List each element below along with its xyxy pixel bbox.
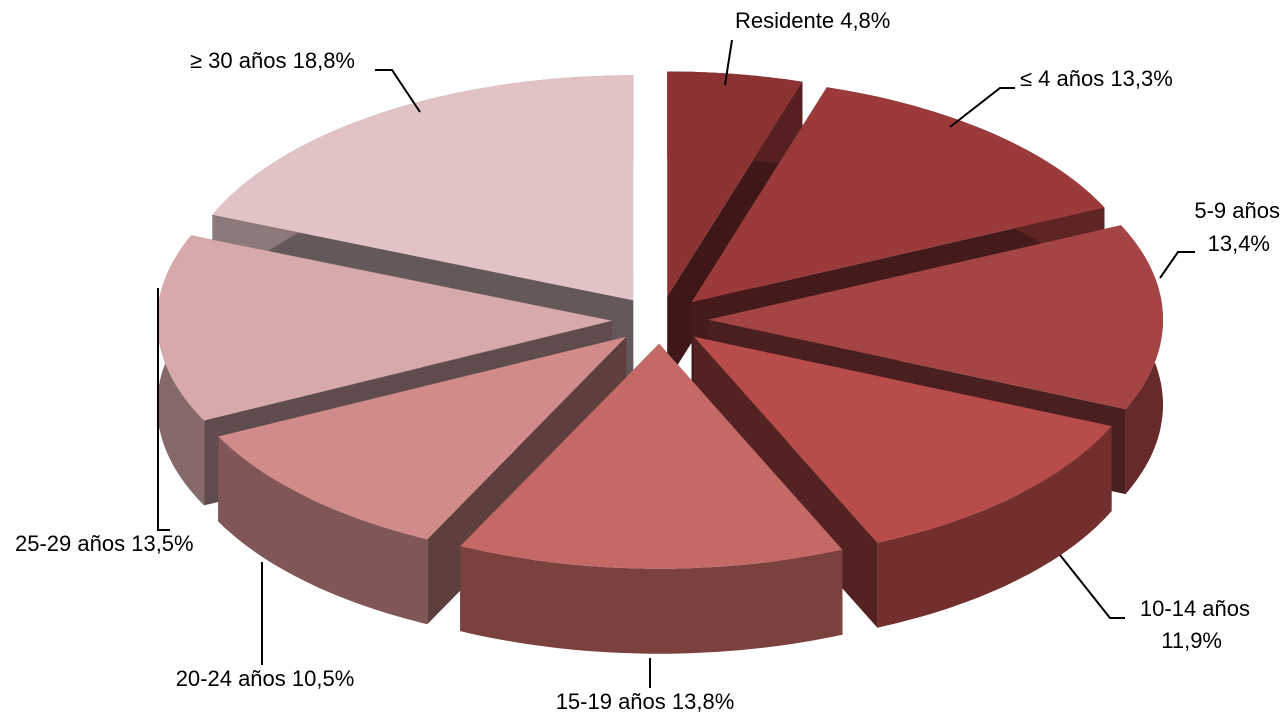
leader-lines bbox=[157, 39, 1195, 688]
category-label: 15-19 años bbox=[556, 689, 666, 714]
slice-top bbox=[667, 71, 803, 297]
slice-top bbox=[708, 225, 1163, 410]
slice-side bbox=[218, 436, 428, 625]
value-label: 13,3% bbox=[1110, 66, 1172, 91]
data-label: 20-24 años 10,5% bbox=[176, 666, 355, 691]
slice-top bbox=[212, 75, 634, 301]
leader-line bbox=[1159, 251, 1195, 279]
value-label: 13,5% bbox=[131, 531, 193, 556]
value-label: 10,5% bbox=[292, 666, 354, 691]
slice-top bbox=[157, 235, 612, 421]
category-label: Residente bbox=[735, 8, 834, 33]
leader-line bbox=[1059, 554, 1125, 619]
value-label: 11,9% bbox=[1161, 628, 1222, 653]
slice-top bbox=[460, 343, 843, 569]
value-label: 13,4% bbox=[1208, 231, 1270, 256]
value-label: 18,8% bbox=[293, 48, 355, 73]
category-label: 25-29 años bbox=[15, 531, 125, 556]
slice-top bbox=[218, 336, 627, 540]
slice-top bbox=[691, 87, 1105, 303]
pie bbox=[157, 71, 1163, 654]
slice-top bbox=[694, 336, 1112, 543]
category-label: 20-24 años bbox=[176, 666, 286, 691]
data-label: 25-29 años 13,5% bbox=[15, 531, 194, 556]
value-label: 13,8% bbox=[672, 689, 734, 714]
slice bbox=[460, 343, 843, 654]
data-label: ≥ 30 años 18,8% bbox=[190, 48, 355, 73]
category-label: 5-9 años bbox=[1194, 198, 1280, 223]
leader-line bbox=[724, 39, 733, 86]
data-label: Residente 4,8% bbox=[735, 8, 890, 33]
slice-side bbox=[460, 546, 843, 654]
data-label: 15-19 años 13,8% bbox=[556, 689, 735, 714]
category-label: ≥ 30 años bbox=[190, 48, 286, 73]
leader-line bbox=[375, 69, 421, 113]
leader-line bbox=[949, 87, 1015, 128]
category-label: 10-14 años bbox=[1140, 596, 1250, 621]
value-label: 4,8% bbox=[840, 8, 890, 33]
category-label: ≤ 4 años bbox=[1020, 66, 1104, 91]
slice-side bbox=[877, 426, 1112, 628]
leader-line bbox=[157, 288, 170, 531]
data-label: ≤ 4 años 13,3% bbox=[1020, 66, 1173, 91]
